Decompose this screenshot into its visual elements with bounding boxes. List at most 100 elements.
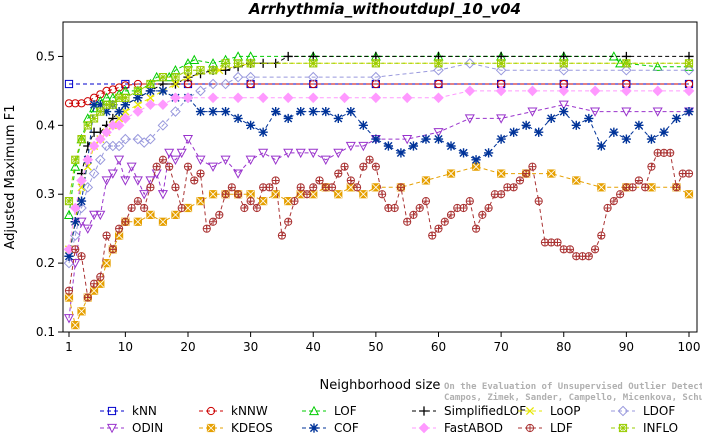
data-point-lof (652, 61, 663, 71)
data-point-odin (320, 155, 331, 166)
data-point-ldof (88, 168, 100, 179)
data-point-fastabod (113, 120, 125, 131)
data-point-ldf (64, 286, 74, 295)
data-point-ldf (290, 197, 299, 206)
data-point-inflo (96, 107, 105, 116)
data-point-odin (82, 224, 93, 234)
data-point-ldf (346, 176, 355, 185)
data-point-cof (584, 113, 594, 124)
data-point-cof (64, 251, 74, 261)
data-point-ldf (553, 238, 562, 247)
data-point-kdeos (146, 210, 155, 219)
legend-item-knn: kNN (100, 404, 157, 418)
legend-item-odin: ODIN (100, 421, 163, 434)
y-tick-label: 0.4 (36, 118, 55, 132)
data-point-fastabod (207, 92, 219, 104)
data-point-ldf (302, 190, 312, 199)
data-point-ldf (597, 231, 606, 240)
data-point-cof (383, 141, 393, 151)
data-point-ldf (515, 176, 525, 185)
data-point-cof (396, 148, 406, 158)
legend-marker-fastabod (418, 422, 430, 434)
data-point-lof (89, 102, 100, 113)
data-point-ldf (115, 224, 124, 233)
data-point-ldof (464, 58, 476, 69)
data-point-kdeos (421, 176, 431, 185)
data-point-ldof (683, 64, 695, 76)
data-point-cof (471, 155, 481, 165)
data-point-ldf (603, 203, 612, 213)
data-point-cof (120, 100, 130, 110)
data-point-fastabod (652, 85, 663, 97)
data-point-fastabod (495, 85, 507, 97)
data-point-inflo (622, 59, 631, 68)
data-point-cof (634, 120, 644, 130)
data-point-fastabod (120, 113, 131, 124)
data-point-odin (245, 155, 256, 166)
legend-label-odin: ODIN (132, 421, 163, 434)
data-point-ldof (207, 78, 219, 90)
x-tick-label: 90 (619, 340, 634, 354)
data-point-cof (659, 127, 669, 137)
data-point-ldof (245, 71, 256, 83)
legend-item-cof: COF (302, 421, 359, 434)
data-point-odin (270, 155, 281, 166)
data-point-cof (133, 93, 143, 103)
data-point-lof (70, 161, 81, 171)
data-point-fastabod (232, 92, 244, 104)
data-point-knn (64, 79, 74, 89)
data-point-ldf (465, 197, 474, 206)
data-point-odin (258, 148, 269, 159)
data-point-cof (271, 106, 281, 117)
data-point-ldof (370, 71, 382, 83)
data-point-fastabod (95, 133, 106, 145)
data-point-odin (182, 135, 194, 145)
legend-item-kdeos: KDEOS (199, 421, 273, 434)
data-point-odin (120, 176, 131, 186)
data-point-ldf (71, 245, 80, 254)
data-point-ldf (666, 148, 675, 157)
series-line-odin (68, 104, 689, 319)
plot-area (63, 51, 695, 330)
data-point-ldf (221, 190, 230, 199)
data-point-ldf (471, 224, 481, 233)
legend-item-ldof: LDOF (611, 404, 675, 418)
data-point-fastabod (683, 85, 695, 97)
data-point-ldf (396, 183, 406, 192)
legend-label-simplifiedlof: SimplifiedLOF (444, 404, 526, 418)
x-axis-label: Neighborhood size (320, 378, 441, 393)
data-point-ldf (340, 162, 349, 171)
y-tick-label: 0.5 (36, 49, 55, 63)
data-point-ldf (227, 183, 236, 192)
x-tick-label: 20 (180, 340, 195, 354)
data-point-ldf (415, 203, 424, 213)
data-point-loop (146, 93, 155, 102)
data-point-fastabod (339, 92, 350, 104)
data-point-ldf (77, 252, 86, 261)
data-point-fastabod (76, 175, 87, 186)
data-point-ldf (352, 183, 362, 192)
data-point-ldof (220, 78, 231, 90)
data-point-ldf (165, 162, 174, 171)
data-point-ldf (522, 169, 531, 178)
data-point-kdeos (246, 190, 255, 199)
data-point-odin (621, 107, 632, 117)
data-point-knnw (434, 79, 443, 89)
legend-marker-odin (106, 423, 118, 434)
data-point-ldof (113, 140, 125, 152)
data-point-ldf (327, 183, 337, 192)
data-point-fastabod (621, 85, 632, 97)
data-point-fastabod (282, 92, 294, 104)
data-point-knnw (71, 99, 80, 108)
series-ldf (64, 148, 694, 302)
legend-marker-knnw (206, 406, 216, 416)
data-point-ldf (390, 203, 399, 213)
legend-marker-lof (308, 405, 320, 416)
legend-marker-ldf (525, 423, 535, 433)
data-point-cof (220, 106, 231, 117)
data-point-cof (596, 141, 606, 151)
legend-marker-cof (309, 423, 319, 433)
data-point-ldf (309, 183, 318, 192)
data-point-ldf (371, 162, 380, 171)
